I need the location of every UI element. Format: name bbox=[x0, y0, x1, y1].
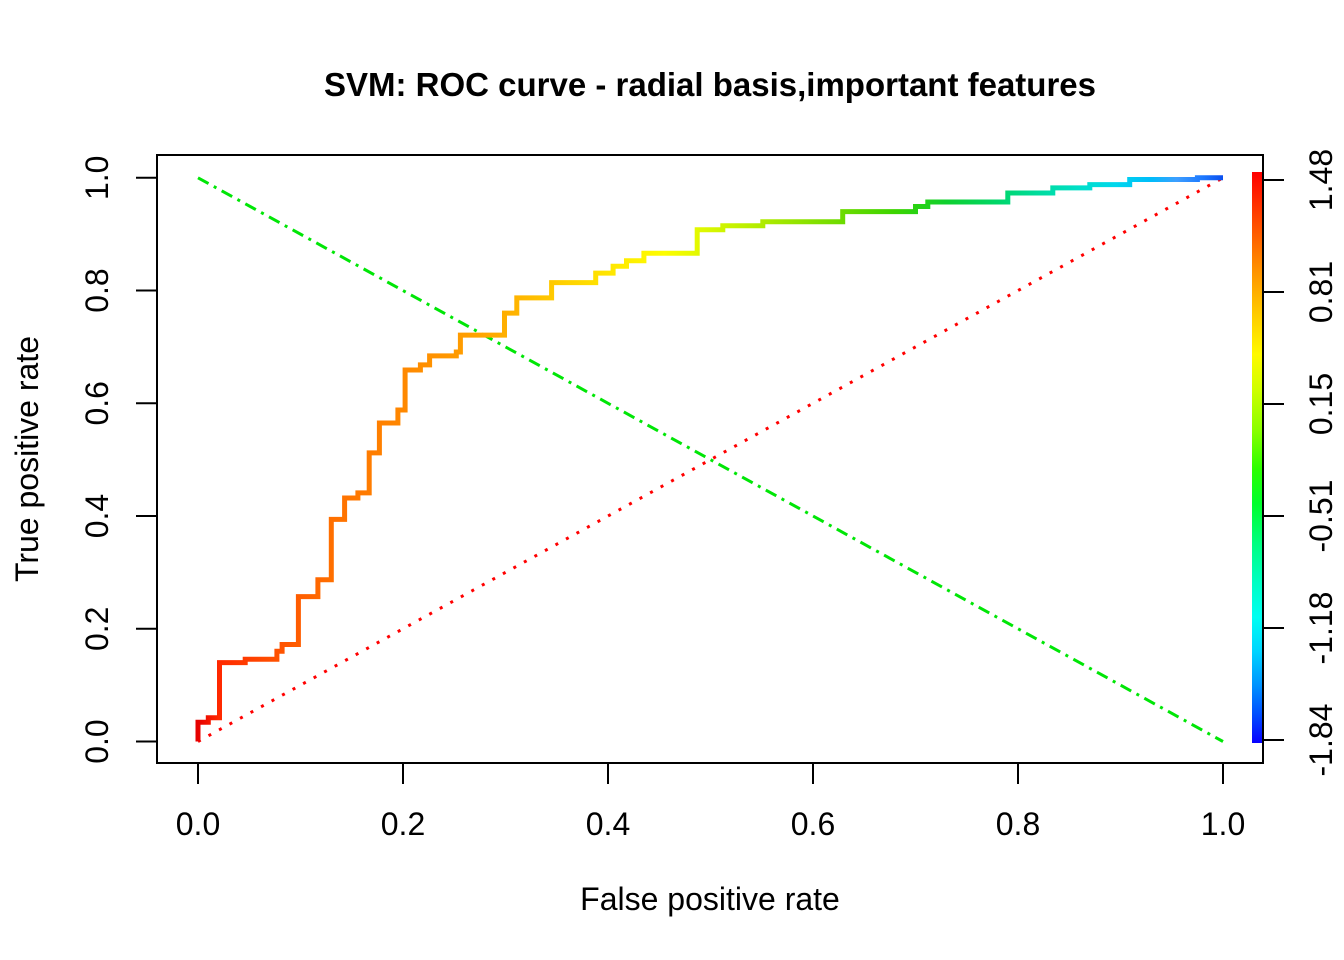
x-tick-label: 1.0 bbox=[1201, 806, 1245, 842]
colorbar bbox=[1252, 172, 1262, 743]
anti-diagonal-line bbox=[197, 176, 1224, 743]
x-tick-label: 0.8 bbox=[996, 806, 1040, 842]
y-tick-label: 0.4 bbox=[79, 494, 115, 538]
y-tick-label: 0.8 bbox=[79, 268, 115, 312]
colorbar-ticks bbox=[1263, 179, 1284, 741]
colorbar-tick-label: 0.15 bbox=[1303, 373, 1339, 435]
chance-diagonal-line bbox=[197, 176, 1224, 743]
colorbar-tick-label: -1.18 bbox=[1303, 592, 1339, 665]
y-tick-label: 1.0 bbox=[79, 156, 115, 200]
y-tick-label: 0.0 bbox=[79, 719, 115, 763]
colorbar-tick-label: 1.48 bbox=[1303, 149, 1339, 211]
x-tick-label: 0.0 bbox=[176, 806, 220, 842]
chart-title: SVM: ROC curve - radial basis,important … bbox=[324, 66, 1096, 103]
y-axis-ticks bbox=[136, 176, 157, 743]
colorbar-tick-labels: 1.48 0.81 0.15 -0.51 -1.18 -1.84 bbox=[1303, 149, 1339, 777]
y-axis-title: True positive rate bbox=[9, 336, 45, 582]
roc-curve bbox=[195, 175, 1223, 742]
y-tick-label: 0.2 bbox=[79, 607, 115, 651]
x-axis-tick-labels: 0.0 0.2 0.4 0.6 0.8 1.0 bbox=[176, 806, 1245, 842]
x-tick-label: 0.4 bbox=[586, 806, 630, 842]
colorbar-tick-label: 0.81 bbox=[1303, 261, 1339, 323]
plot-box bbox=[156, 154, 1264, 764]
x-tick-label: 0.2 bbox=[381, 806, 425, 842]
x-axis-ticks bbox=[197, 763, 1224, 784]
x-tick-label: 0.6 bbox=[791, 806, 835, 842]
x-axis-title: False positive rate bbox=[580, 881, 840, 917]
y-axis-tick-labels: 0.0 0.2 0.4 0.6 0.8 1.0 bbox=[79, 156, 115, 764]
y-tick-label: 0.6 bbox=[79, 381, 115, 425]
colorbar-tick-label: -0.51 bbox=[1303, 480, 1339, 553]
colorbar-tick-label: -1.84 bbox=[1303, 704, 1339, 777]
